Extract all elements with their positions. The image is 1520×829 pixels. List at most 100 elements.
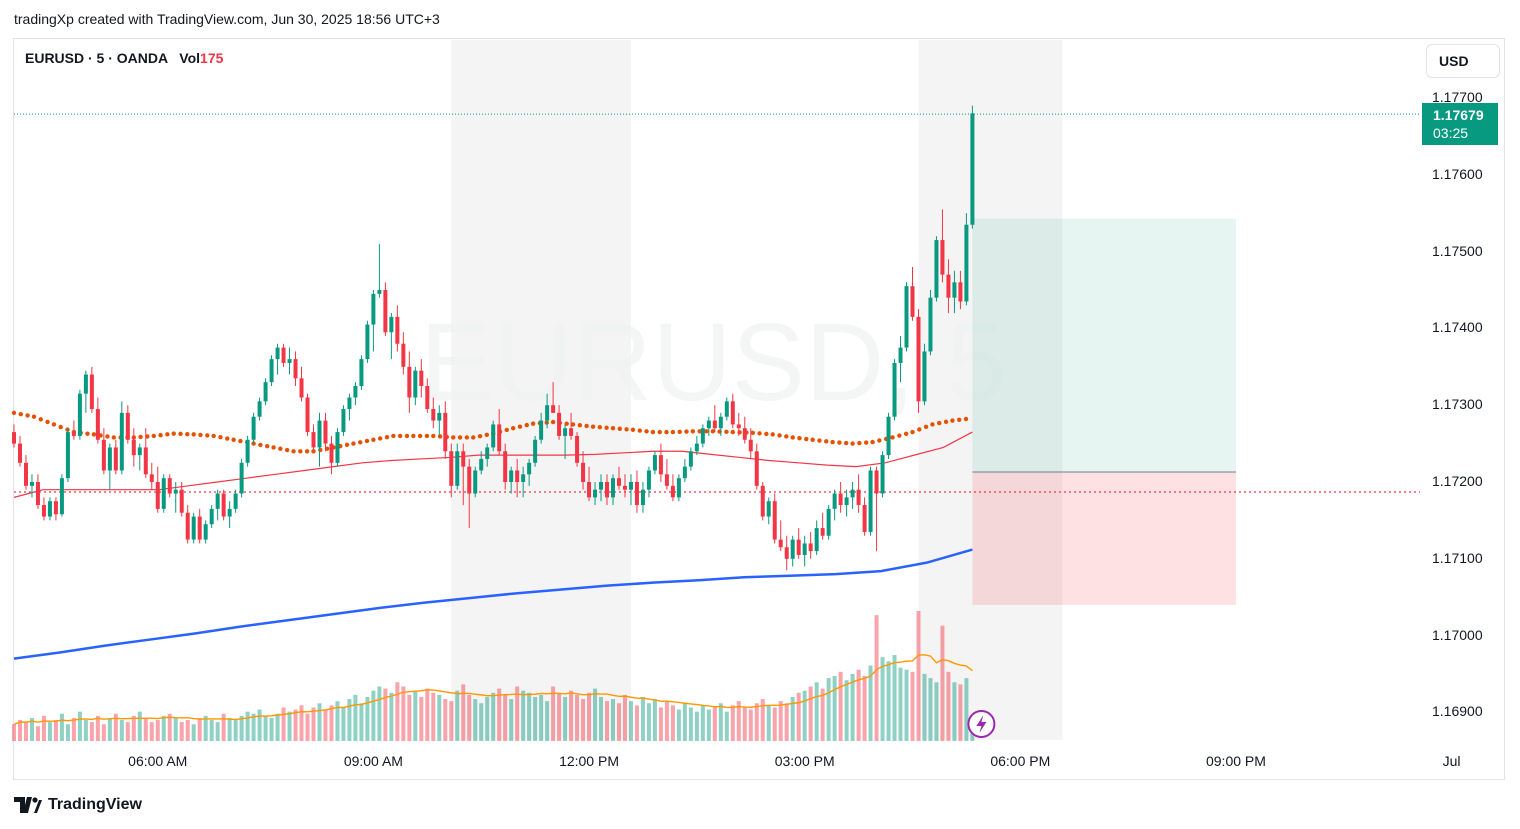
ema-dot [730,429,735,435]
ema-dot [784,434,789,439]
candle-body [167,478,172,494]
volume-bar [131,715,136,741]
candle-body [652,455,657,471]
candle-body [587,482,592,498]
candle [461,443,466,506]
currency-button[interactable]: USD [1426,44,1500,78]
ema-dot [391,433,396,439]
ema-dot [577,422,583,428]
volume-bar [377,686,382,741]
tradingview-logo[interactable]: TradingView [14,796,142,814]
candle [221,489,226,521]
candle [587,466,592,502]
ema-dot [530,421,536,426]
ema-dot [797,436,802,441]
candle-body [784,547,789,559]
candle-body [527,462,532,475]
ema-dot [510,426,516,431]
ema-dot [178,431,183,437]
candle [377,243,382,298]
bar-countdown: 03:25 [1433,125,1469,141]
ema-dot [284,447,290,453]
volume-bar [35,726,40,741]
candle [17,435,22,467]
candle-body [203,524,208,540]
ema-dot [830,439,835,445]
candle-body [946,274,951,298]
volume-bar [874,615,879,741]
volume-bar [503,694,508,741]
ema-dot [211,433,216,439]
candle-body [53,501,58,515]
last-price-label: 1.17679 03:25 [1422,103,1498,145]
ema-dot [58,424,63,430]
volume-bar [425,688,430,741]
volume-bar [730,705,735,741]
volume-bar [694,711,699,741]
volume-bar [688,707,693,741]
volume-bar [65,724,70,741]
volume-bar [419,696,424,741]
ema-dot [471,435,476,440]
volume-bar [389,692,394,741]
candle-body [820,528,825,536]
volume-bar [227,717,232,741]
candle [275,343,280,375]
ema-dot [957,417,962,422]
candle-body [263,382,268,402]
volume-bar [766,705,771,741]
volume-bar [856,669,861,741]
ema-dot [764,431,769,437]
candle-body [862,505,867,532]
candle-body [551,405,556,413]
candle [497,409,502,456]
ema-dot [617,426,622,431]
candle-body [89,374,94,410]
volume-bar [605,701,610,741]
candle [946,259,951,314]
candle-body [12,432,16,444]
volume-bar [563,696,568,741]
ema-dot [590,424,596,429]
candle-body [539,420,544,440]
volume-bar [263,715,268,741]
candle [718,412,723,436]
ema-dot [790,435,795,440]
ema-dot [111,435,117,440]
sma-blue-line [13,548,973,660]
candle-body [964,224,969,302]
ema-dot [351,441,356,446]
candle [383,282,388,337]
ema-dot [231,437,236,442]
volume-bar [952,682,957,741]
legend-vol-label: Vol [179,50,201,66]
candle-body [557,412,562,436]
ema-dot [25,413,30,418]
candle [593,482,598,506]
candle [419,359,424,398]
ema-dot [850,441,855,446]
volume-bar [347,699,352,741]
volume-bar [293,709,298,741]
ema-dot [417,433,423,439]
candle-body [838,493,843,506]
candle-body [101,439,106,471]
candle-body [545,405,550,421]
volume-bar [161,715,166,741]
ema-dot [777,433,782,438]
volume-bar [706,709,711,741]
candle-body [389,316,394,333]
candle-body [916,316,921,402]
candle-body [227,508,232,517]
candle-body [257,401,262,417]
candle [838,482,843,513]
symbol-legend[interactable]: EURUSD · 5 · OANDA Vol175 [25,50,223,66]
candle-body [95,409,100,440]
volume-bar [29,717,34,741]
candle [700,424,705,448]
candle [742,416,747,444]
candle-body [778,539,783,548]
candle-body [419,370,424,386]
ema-dot [205,433,210,438]
